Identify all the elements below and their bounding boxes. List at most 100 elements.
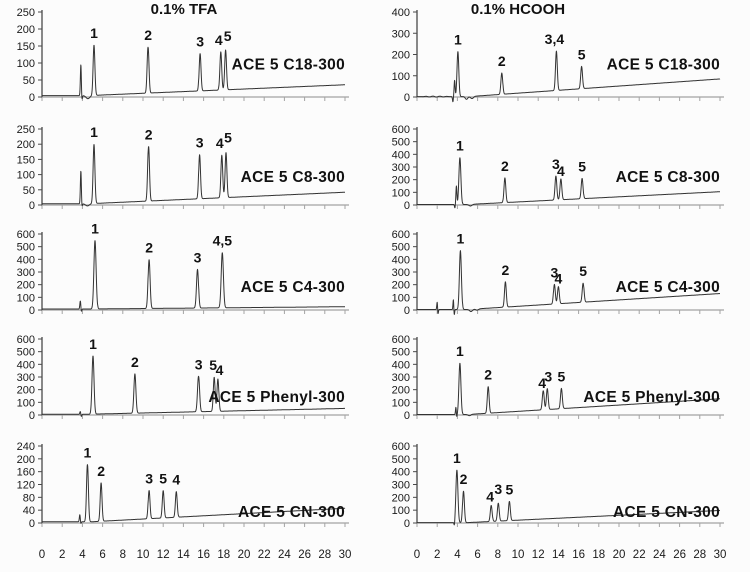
svg-text:400: 400: [17, 254, 35, 266]
svg-text:ACE 5 CN-300: ACE 5 CN-300: [613, 504, 720, 521]
svg-text:4: 4: [172, 472, 180, 488]
svg-text:0: 0: [29, 410, 35, 422]
svg-text:8: 8: [495, 549, 501, 561]
svg-text:80: 80: [23, 492, 35, 504]
svg-text:20: 20: [238, 549, 251, 561]
svg-text:200: 200: [17, 139, 35, 151]
svg-text:2: 2: [502, 262, 510, 278]
svg-text:24: 24: [653, 549, 666, 561]
svg-text:1: 1: [453, 450, 461, 466]
chromatogram-tfa-c8-300: 0 50 100 150 200 250 1 2 3 4 5 ACE 5 C8-300: [0, 115, 375, 220]
svg-text:250: 250: [17, 7, 35, 19]
svg-text:22: 22: [633, 549, 646, 561]
svg-text:500: 500: [392, 137, 410, 149]
svg-text:120: 120: [17, 480, 35, 492]
svg-text:250: 250: [17, 124, 35, 136]
svg-text:1: 1: [90, 25, 98, 41]
svg-text:300: 300: [392, 267, 410, 279]
svg-text:240: 240: [17, 441, 35, 453]
svg-text:4: 4: [216, 362, 224, 378]
svg-text:1: 1: [454, 32, 462, 48]
svg-text:16: 16: [572, 549, 585, 561]
svg-text:5: 5: [224, 28, 232, 44]
svg-text:26: 26: [673, 549, 686, 561]
svg-text:100: 100: [17, 58, 35, 70]
svg-text:600: 600: [392, 334, 410, 346]
svg-text:0: 0: [29, 92, 35, 104]
svg-text:2: 2: [59, 549, 65, 561]
svg-text:600: 600: [392, 441, 410, 453]
svg-text:30: 30: [339, 549, 352, 561]
svg-text:600: 600: [17, 229, 35, 241]
svg-text:300: 300: [17, 267, 35, 279]
chromatogram-tfa-cn-300-plot: 0 2 4 6 8 10 12 14 16 18 20 22 24 26 28 300408012016020…: [17, 441, 352, 561]
svg-text:160: 160: [17, 467, 35, 479]
svg-text:500: 500: [392, 347, 410, 359]
svg-text:4: 4: [79, 549, 86, 561]
svg-text:2: 2: [460, 471, 468, 487]
svg-text:200: 200: [17, 454, 35, 466]
svg-text:3: 3: [194, 249, 202, 265]
svg-text:0: 0: [29, 518, 35, 530]
svg-text:600: 600: [392, 124, 410, 136]
svg-text:2: 2: [97, 463, 105, 479]
svg-text:18: 18: [217, 549, 230, 561]
svg-text:600: 600: [392, 229, 410, 241]
tfa-column-title: 0.1% TFA: [150, 1, 218, 18]
svg-text:2: 2: [434, 549, 440, 561]
svg-text:2: 2: [145, 240, 153, 256]
svg-text:1: 1: [90, 124, 98, 140]
svg-text:12: 12: [532, 549, 545, 561]
svg-text:ACE 5 C4-300: ACE 5 C4-300: [616, 279, 720, 296]
svg-text:400: 400: [17, 359, 35, 371]
svg-text:4: 4: [557, 163, 565, 179]
svg-text:100: 100: [17, 397, 35, 409]
svg-text:150: 150: [17, 41, 35, 53]
svg-text:2: 2: [484, 367, 492, 383]
svg-text:12: 12: [157, 549, 170, 561]
svg-text:100: 100: [392, 71, 410, 83]
svg-text:40: 40: [23, 505, 35, 517]
svg-text:3: 3: [551, 264, 559, 280]
svg-text:50: 50: [23, 75, 35, 87]
svg-text:400: 400: [392, 149, 410, 161]
chromatogram-hcooh-c18-300-plot: 0 100 200 300 400 1 2 3,4 5 ACE 5 C18-300: [392, 7, 724, 104]
svg-text:5: 5: [558, 368, 566, 384]
svg-text:1: 1: [89, 336, 97, 352]
svg-text:1: 1: [84, 445, 92, 461]
svg-text:100: 100: [392, 397, 410, 409]
svg-text:4: 4: [538, 375, 546, 391]
svg-text:6: 6: [99, 549, 105, 561]
svg-text:4: 4: [454, 549, 461, 561]
svg-text:300: 300: [392, 372, 410, 384]
svg-text:3: 3: [196, 135, 204, 151]
svg-text:200: 200: [17, 24, 35, 36]
svg-text:3: 3: [145, 471, 153, 487]
svg-text:0: 0: [404, 92, 410, 104]
svg-text:0: 0: [404, 305, 410, 317]
svg-text:8: 8: [120, 549, 126, 561]
svg-text:500: 500: [392, 454, 410, 466]
svg-text:5: 5: [159, 471, 167, 487]
svg-text:3: 3: [494, 481, 502, 497]
svg-text:6: 6: [474, 549, 480, 561]
svg-text:1: 1: [91, 221, 99, 237]
svg-text:400: 400: [392, 254, 410, 266]
svg-text:0: 0: [29, 305, 35, 317]
chromatogram-tfa-phenyl-300: 0 100 200 300 400 500 600 1 2 3 5 4 ACE 5 Phenyl-300: [0, 325, 375, 430]
svg-text:5: 5: [209, 357, 217, 373]
svg-text:3: 3: [544, 369, 552, 385]
svg-text:0: 0: [414, 549, 420, 561]
svg-text:100: 100: [392, 187, 410, 199]
svg-text:200: 200: [392, 50, 410, 62]
svg-text:200: 200: [392, 175, 410, 187]
svg-text:28: 28: [693, 549, 706, 561]
svg-text:4,5: 4,5: [213, 233, 233, 249]
svg-text:3: 3: [196, 34, 204, 50]
svg-text:300: 300: [17, 372, 35, 384]
